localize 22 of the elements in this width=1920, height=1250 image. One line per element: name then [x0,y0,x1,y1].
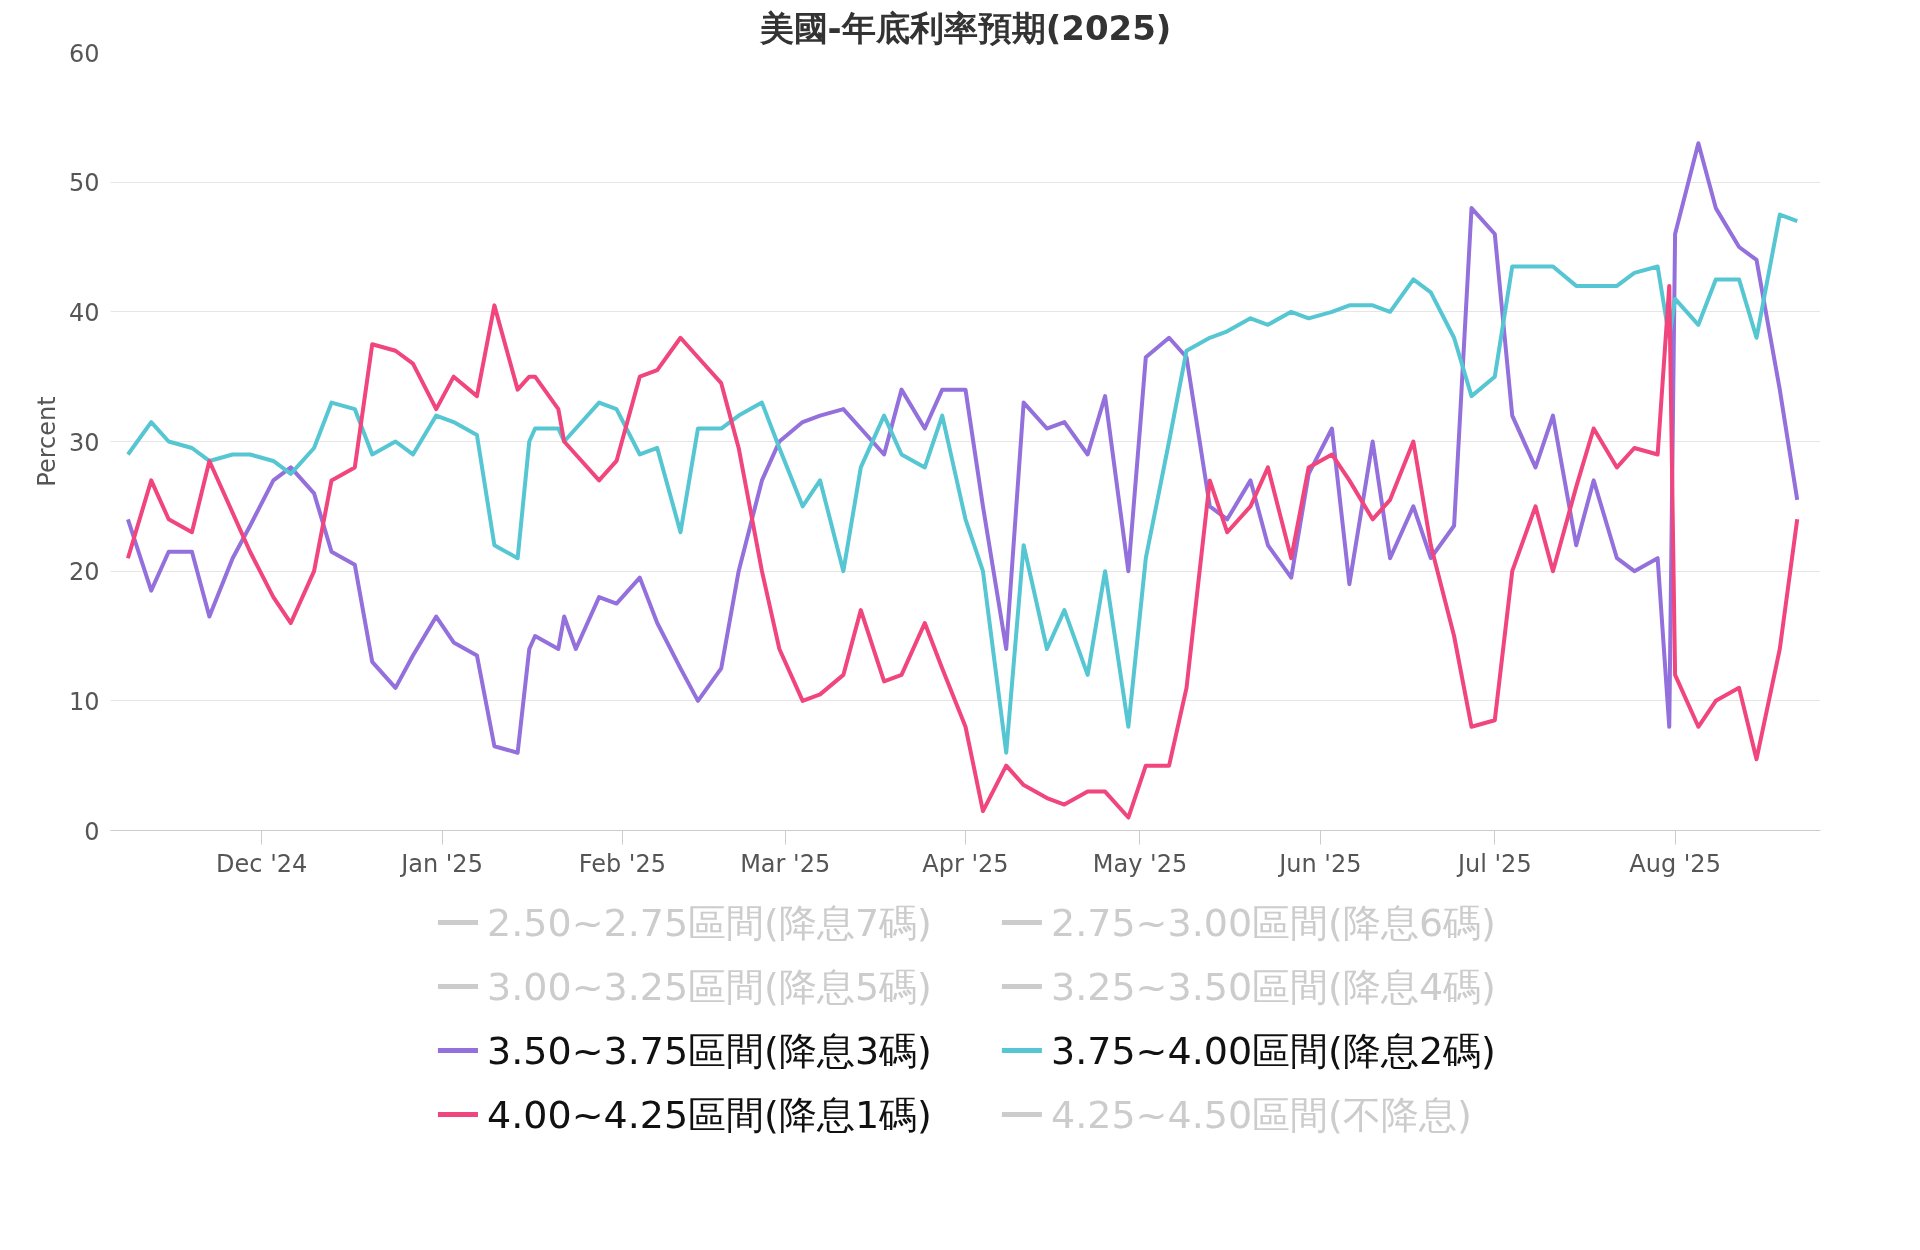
y-axis-title: Percent [32,396,61,487]
chart-title: 美國-年底利率預期(2025) [758,7,1172,48]
y-tick-label: 0 [84,817,100,846]
x-tick-label: Jul '25 [1455,849,1532,878]
y-tick-label: 50 [68,169,100,198]
y-tick-label: 60 [68,39,100,68]
x-tick-label: Feb '25 [578,849,666,878]
x-tick-label: Jun '25 [1277,849,1362,878]
x-tick-label: May '25 [1092,849,1188,878]
x-tick-label: Jan '25 [399,849,483,878]
line-series [125,283,1800,820]
x-tick-label: Dec '24 [216,849,308,878]
x-tick-label: Aug '25 [1629,849,1721,878]
legend-label: 3.75~4.00區間(降息2碼) [1051,1028,1496,1073]
legend-label: 4.00~4.25區間(降息1碼) [487,1092,932,1137]
y-tick-label: 10 [68,687,100,716]
legend-label: 3.50~3.75區間(降息3碼) [487,1028,932,1073]
y-tick-label: 30 [68,428,100,457]
y-tick-label: 40 [68,298,100,327]
y-tick-label: 20 [68,558,100,587]
x-tick-label: Apr '25 [922,849,1009,878]
x-tick-label: Mar '25 [740,849,831,878]
